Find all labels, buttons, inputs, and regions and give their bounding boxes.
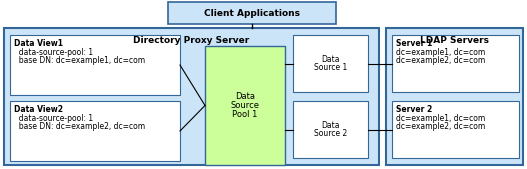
Text: Data View1: Data View1: [14, 39, 63, 48]
Text: base DN: dc=example2, dc=com: base DN: dc=example2, dc=com: [14, 122, 145, 131]
Text: data-source-pool: 1: data-source-pool: 1: [14, 114, 93, 123]
Text: Client Applications: Client Applications: [204, 8, 300, 18]
FancyBboxPatch shape: [392, 35, 519, 92]
Text: Source 1: Source 1: [314, 63, 347, 72]
Text: Server 2: Server 2: [396, 105, 432, 114]
Text: dc=example1, dc=com: dc=example1, dc=com: [396, 114, 485, 123]
Text: Data: Data: [321, 55, 340, 64]
Text: Data: Data: [235, 92, 255, 101]
Text: Server 1: Server 1: [396, 39, 432, 48]
Text: dc=example2, dc=com: dc=example2, dc=com: [396, 56, 485, 65]
FancyBboxPatch shape: [10, 35, 180, 95]
FancyBboxPatch shape: [392, 101, 519, 158]
Text: base DN: dc=example1, dc=com: base DN: dc=example1, dc=com: [14, 56, 145, 65]
Text: Source: Source: [230, 101, 259, 110]
FancyBboxPatch shape: [4, 28, 379, 165]
FancyBboxPatch shape: [205, 46, 285, 165]
FancyBboxPatch shape: [293, 101, 368, 158]
Text: dc=example1, dc=com: dc=example1, dc=com: [396, 47, 485, 56]
Text: Source 2: Source 2: [314, 129, 347, 138]
FancyBboxPatch shape: [10, 101, 180, 161]
Text: Pool 1: Pool 1: [232, 110, 258, 119]
FancyBboxPatch shape: [293, 35, 368, 92]
Text: data-source-pool: 1: data-source-pool: 1: [14, 47, 93, 56]
Text: Data: Data: [321, 121, 340, 130]
FancyBboxPatch shape: [168, 2, 336, 24]
Text: Directory Proxy Server: Directory Proxy Server: [133, 36, 250, 45]
FancyBboxPatch shape: [386, 28, 523, 165]
Text: dc=example2, dc=com: dc=example2, dc=com: [396, 122, 485, 131]
Text: LDAP Servers: LDAP Servers: [420, 36, 489, 45]
Text: Data View2: Data View2: [14, 105, 63, 114]
